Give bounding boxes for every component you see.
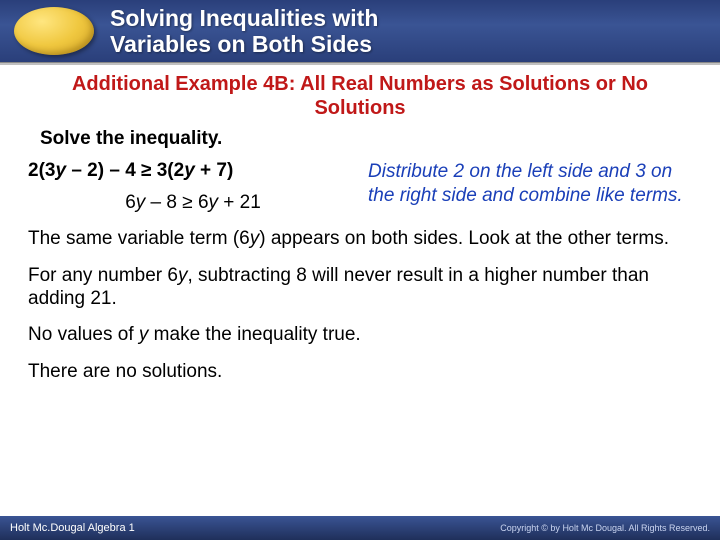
p2-a: For any number 6 [28, 265, 178, 286]
footer-copyright: Copyright © by Holt Mc Dougal. All Right… [500, 523, 710, 533]
eq1-var2: y [184, 160, 195, 181]
paragraph-4: There are no solutions. [28, 361, 692, 384]
eq2-part-c: – 8 ≥ 6 [145, 192, 208, 213]
paragraph-2: For any number 6y, subtracting 8 will ne… [28, 265, 692, 311]
eq2-part-e: + 21 [218, 192, 261, 213]
paragraph-1: The same variable term (6y) appears on b… [28, 228, 692, 251]
p3-c: make the inequality true. [148, 324, 360, 345]
footer-book-title: Holt Mc.Dougal Algebra 1 [10, 522, 135, 534]
eq1-part-c: – 2) – 4 ≥ 3(2 [66, 160, 184, 181]
hint-text: Distribute 2 on the left side and 3 on t… [358, 160, 692, 208]
eq1-part-e: + 7) [195, 160, 234, 181]
paragraph-3: No values of y make the inequality true. [28, 324, 692, 347]
p1-var: y [250, 228, 260, 249]
eq2-var2: y [209, 192, 219, 213]
math-column: 2(3y – 2) – 4 ≥ 3(2y + 7) 6y – 8 ≥ 6y + … [28, 160, 358, 214]
p1-c: ) appears on both sides. Look at the oth… [259, 228, 669, 249]
example-subtitle: Additional Example 4B: All Real Numbers … [0, 66, 720, 124]
header-title: Solving Inequalities with Variables on B… [110, 5, 378, 58]
header-title-line1: Solving Inequalities with [110, 5, 378, 31]
eq2-var1: y [136, 192, 146, 213]
solve-label: Solve the inequality. [40, 128, 692, 150]
header-title-line2: Variables on Both Sides [110, 31, 372, 57]
footer-bar: Holt Mc.Dougal Algebra 1 Copyright © by … [0, 516, 720, 540]
eq1-part-a: 2(3 [28, 160, 55, 181]
p3-var: y [139, 324, 149, 345]
header-band: Solving Inequalities with Variables on B… [0, 0, 720, 62]
inequality-simplified: 6y – 8 ≥ 6y + 21 [28, 192, 358, 214]
content-area: Solve the inequality. 2(3y – 2) – 4 ≥ 3(… [0, 124, 720, 384]
p1-a: The same variable term (6 [28, 228, 250, 249]
equation-row: 2(3y – 2) – 4 ≥ 3(2y + 7) 6y – 8 ≥ 6y + … [28, 160, 692, 214]
eq2-part-a: 6 [125, 192, 136, 213]
inequality-original: 2(3y – 2) – 4 ≥ 3(2y + 7) [28, 160, 358, 182]
p3-a: No values of [28, 324, 139, 345]
header-oval-icon [14, 7, 94, 55]
eq1-var1: y [55, 160, 66, 181]
